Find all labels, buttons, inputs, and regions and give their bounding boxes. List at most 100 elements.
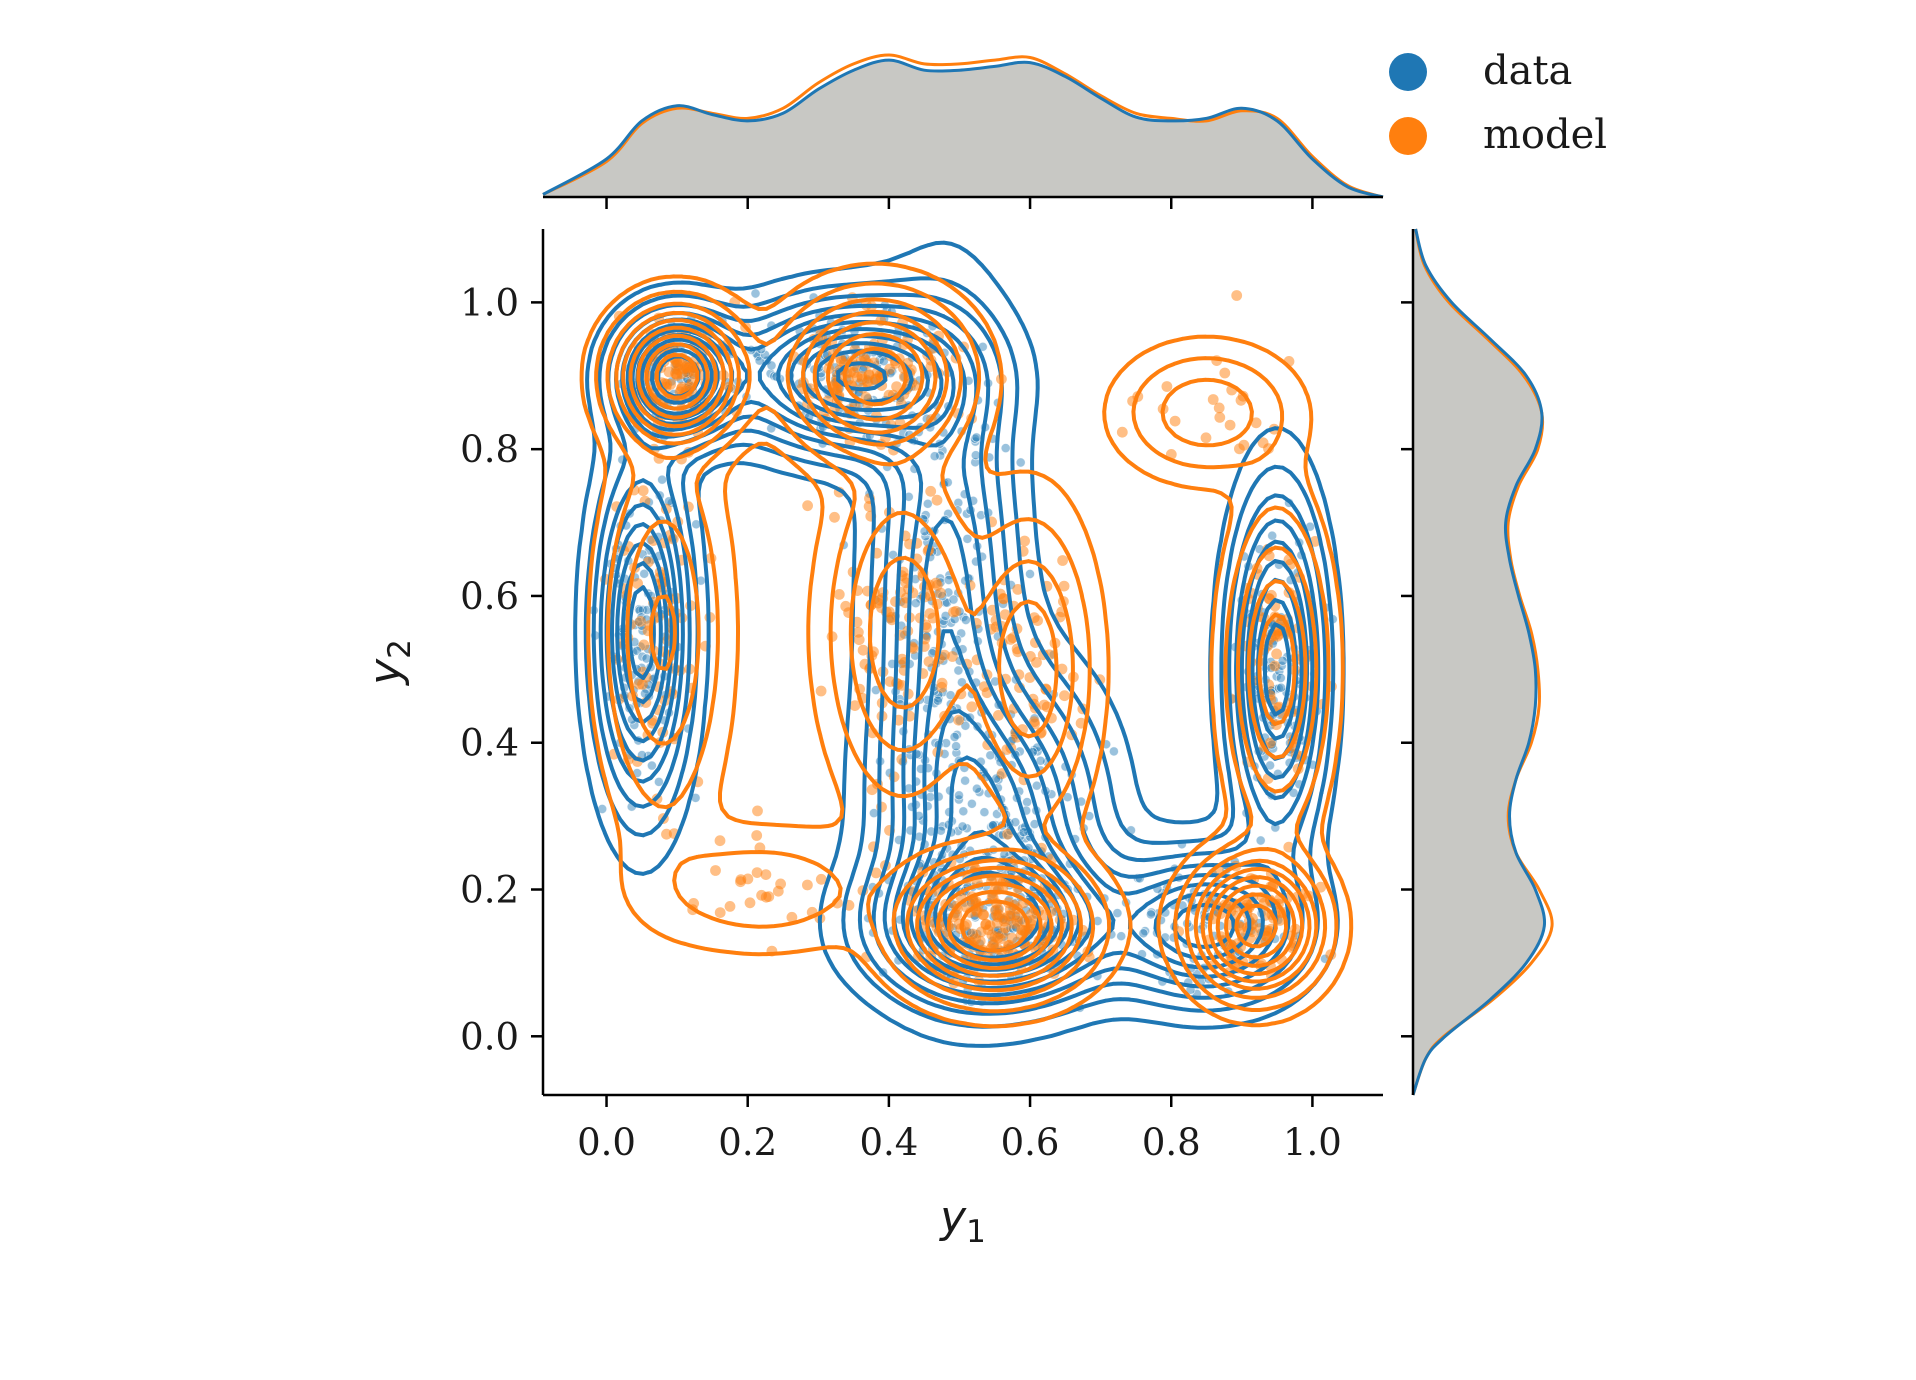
x-tick-label-0: 0.0 xyxy=(577,1121,636,1164)
scatter-point-data xyxy=(970,450,981,461)
scatter-point-model xyxy=(1200,432,1212,444)
scatter-point-model xyxy=(966,701,978,713)
scatter-point-data xyxy=(1015,457,1026,468)
marginal-y-data-line xyxy=(1411,228,1547,1096)
scatter-point-data xyxy=(962,533,973,544)
legend: data model xyxy=(1389,48,1607,158)
scatter-point-data xyxy=(957,821,968,832)
scatter-point-model xyxy=(1214,412,1226,423)
x-tick-label-2: 0.4 xyxy=(859,1121,918,1164)
y-tick-label-5: 1.0 xyxy=(460,281,519,324)
joint-main-plot: 0.0 0.2 0.4 0.6 0.8 1.0 0.0 0.2 0.4 0.6 0.8 1.0 xyxy=(460,229,1383,1164)
scatter-point-data xyxy=(949,732,960,743)
scatter-point-model xyxy=(925,485,937,497)
x-tick-label-3: 0.6 xyxy=(1001,1121,1060,1164)
scatter-point-model xyxy=(714,835,726,847)
scatter-point-data xyxy=(1031,780,1042,791)
scatter-point-model xyxy=(1234,443,1245,455)
scatter-point-data xyxy=(943,508,954,519)
scatter-point-model xyxy=(752,805,763,817)
scatter-point-model xyxy=(993,909,1005,921)
marginal-y-ticks xyxy=(1401,301,1413,1038)
y-axis-label: y2 xyxy=(360,639,418,687)
scatter-point-model xyxy=(840,600,852,612)
scatter-point-model xyxy=(1059,690,1070,702)
scatter-point-data xyxy=(639,568,650,579)
x-axis-label-main: y xyxy=(938,1192,967,1243)
scatter-point-model xyxy=(635,616,646,627)
scatter-point-data xyxy=(910,598,921,609)
scatter-point-data xyxy=(932,695,943,706)
scatter-point-model xyxy=(676,381,688,393)
scatter-point-model xyxy=(1116,426,1128,438)
scatter-point-model xyxy=(1269,660,1281,672)
marginal-x-fill xyxy=(543,60,1383,197)
scatter-point-data xyxy=(1000,443,1011,454)
scatter-point-data xyxy=(946,617,957,628)
scatter-point-model xyxy=(1057,555,1068,566)
scatter-point-data xyxy=(1145,909,1156,920)
scatter-point-model xyxy=(1161,381,1173,392)
scatter-point-data xyxy=(960,615,971,626)
scatter-point-data xyxy=(953,665,964,676)
scatter-point-model xyxy=(638,639,650,651)
legend-label-model: model xyxy=(1483,112,1607,158)
scatter-point-model xyxy=(1019,535,1030,547)
scatter-point-model xyxy=(1213,402,1225,414)
scatter-point-data xyxy=(960,775,971,786)
scatter-point-model xyxy=(714,907,726,918)
scatter-point-data xyxy=(1255,835,1266,846)
marginal-x-plot xyxy=(542,53,1384,209)
scatter-point-data xyxy=(966,798,977,809)
x-tick-label-1: 0.2 xyxy=(718,1121,777,1164)
y-tick-label-0: 0.0 xyxy=(460,1015,519,1058)
scatter-point-model xyxy=(735,874,747,885)
y-tick-label-4: 0.8 xyxy=(460,428,519,471)
scatter-point-model xyxy=(751,867,763,878)
marginal-x-data-line xyxy=(542,58,1384,199)
scatter-point-model xyxy=(710,865,721,876)
x-tick-label-4: 0.8 xyxy=(1142,1121,1201,1164)
scatter-point-data xyxy=(1116,931,1127,942)
scatter-point-data xyxy=(958,806,969,817)
legend-marker-model xyxy=(1389,117,1427,155)
scatter-point-model xyxy=(1032,615,1043,626)
scatter-point-model xyxy=(923,656,935,667)
scatter-point-model xyxy=(856,371,868,382)
scatter-point-data xyxy=(1022,797,1033,808)
scatter-point-model xyxy=(849,700,861,711)
scatter-point-model xyxy=(772,885,784,897)
y-axis-label-main: y xyxy=(360,658,411,687)
main-y-ticks: 0.0 0.2 0.4 0.6 0.8 1.0 xyxy=(460,281,543,1058)
scatter-point-model xyxy=(802,879,813,891)
scatter-point-model xyxy=(953,714,964,726)
scatter-point-model xyxy=(924,608,936,619)
scatter-point-data xyxy=(979,807,990,818)
scatter-point-data xyxy=(954,790,965,801)
scatter-point-model xyxy=(980,919,992,931)
y-tick-label-3: 0.6 xyxy=(460,575,519,618)
scatter-point-model xyxy=(1219,367,1231,379)
scatter-point-data xyxy=(925,792,936,803)
x-axis-label-subscript: 1 xyxy=(966,1214,986,1250)
x-axis-label: y1 xyxy=(938,1192,986,1250)
scatter-point-data xyxy=(1108,746,1119,757)
scatter-point-model xyxy=(802,500,813,512)
scatter-point-data xyxy=(971,783,982,794)
legend-label-data: data xyxy=(1483,48,1572,94)
scatter-point-model xyxy=(671,368,682,380)
scatter-point-model xyxy=(744,897,756,909)
scatter-point-data xyxy=(750,288,761,299)
scatter-point-model xyxy=(1169,415,1181,427)
scatter-point-data xyxy=(970,433,981,444)
scatter-point-data xyxy=(948,594,959,605)
scatter-point-data xyxy=(971,432,982,443)
scatter-point-model xyxy=(992,932,1004,944)
scatter-point-data xyxy=(646,760,657,771)
scatter-point-data xyxy=(657,474,668,485)
scatter-point-data xyxy=(1267,530,1278,541)
scatter-point-model xyxy=(724,901,736,912)
scatter-point-data xyxy=(1112,908,1123,919)
scatter-point-model xyxy=(829,511,840,523)
